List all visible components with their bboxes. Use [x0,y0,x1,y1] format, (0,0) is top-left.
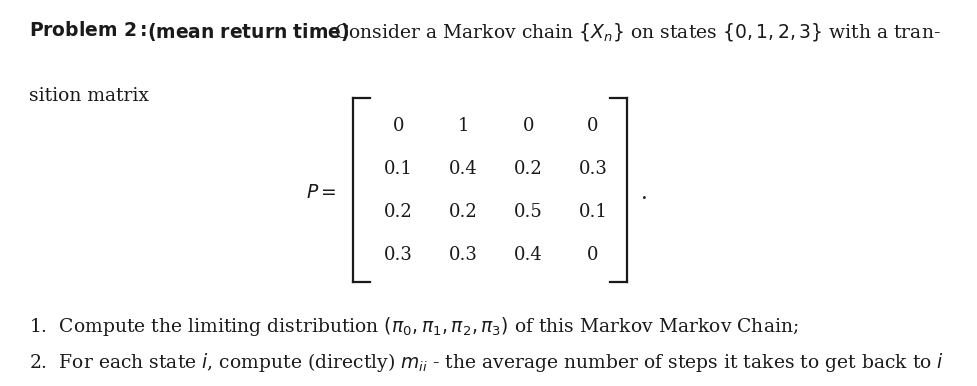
Text: 0.3: 0.3 [449,245,478,264]
Text: Consider a Markov chain $\{X_n\}$ on states $\{0,1,2,3\}$ with a tran-: Consider a Markov chain $\{X_n\}$ on sta… [334,21,941,43]
Text: 0.2: 0.2 [384,203,413,220]
Text: $P =$: $P =$ [307,184,337,202]
Text: 0.2: 0.2 [449,203,478,220]
Text: sition matrix: sition matrix [29,87,149,105]
Text: 0.3: 0.3 [384,245,413,264]
Text: $\mathbf{(mean\ return\ time)}$: $\mathbf{(mean\ return\ time)}$ [147,21,349,43]
Text: 2.  For each state $i$, compute (directly) $m_{ii}$ - the average number of step: 2. For each state $i$, compute (directly… [29,351,945,374]
Text: $\bf{Problem\ 2:}$: $\bf{Problem\ 2:}$ [29,21,148,40]
Text: 1: 1 [457,117,469,135]
Text: 0.1: 0.1 [578,203,608,220]
Text: 0.5: 0.5 [514,203,542,220]
Text: 0.4: 0.4 [449,160,478,178]
Text: 0: 0 [393,117,404,135]
Text: 0: 0 [587,117,599,135]
Text: 1.  Compute the limiting distribution $(\pi_0, \pi_1, \pi_2, \pi_3)$ of this Mar: 1. Compute the limiting distribution $(\… [29,315,799,338]
Text: 0.1: 0.1 [384,160,413,178]
Text: 0.4: 0.4 [514,245,542,264]
Text: 0.2: 0.2 [514,160,542,178]
Text: 0.3: 0.3 [578,160,608,178]
Text: 0: 0 [587,245,599,264]
Text: 0: 0 [523,117,534,135]
Text: .: . [641,182,648,204]
